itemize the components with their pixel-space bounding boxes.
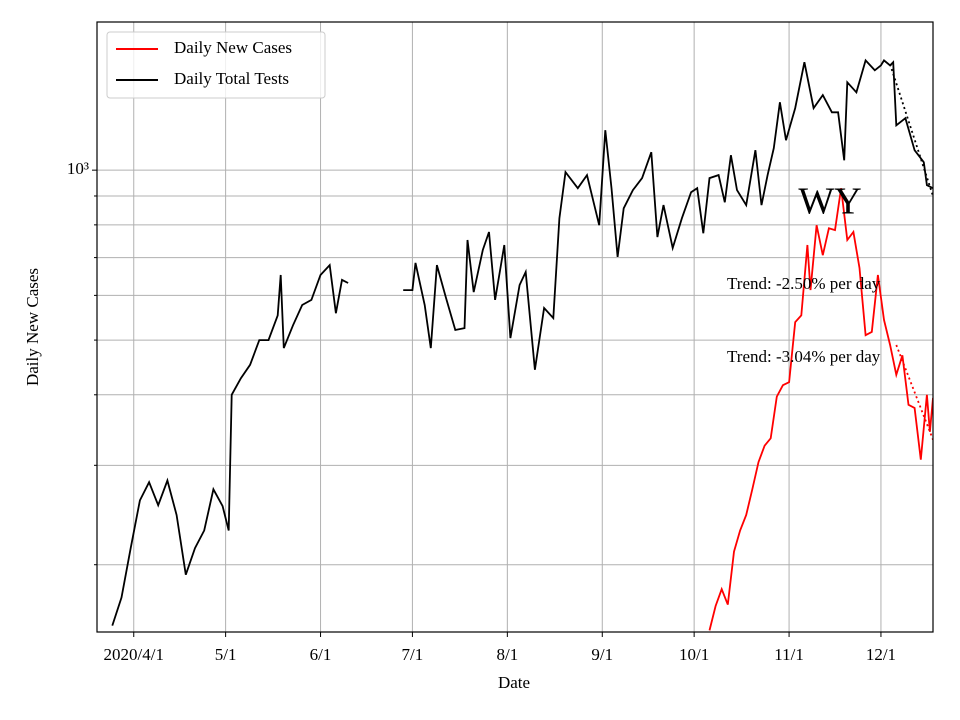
state-label: WY: [798, 181, 861, 223]
x-tick-label: 12/1: [866, 645, 896, 664]
annotation: Trend: -2.50% per day: [727, 274, 881, 293]
y-tick-label: 10³: [67, 159, 89, 178]
y-axis-label: Daily New Cases: [23, 268, 42, 386]
x-tick-label: 10/1: [679, 645, 709, 664]
x-tick-label: 11/1: [774, 645, 804, 664]
x-tick-label: 9/1: [591, 645, 613, 664]
x-tick-label: 6/1: [310, 645, 332, 664]
annotation: Trend: -3.04% per day: [727, 347, 881, 366]
x-axis-label: Date: [498, 673, 530, 692]
series-line: [111, 58, 933, 626]
x-tick-label: 7/1: [402, 645, 424, 664]
legend-label: Daily Total Tests: [174, 69, 289, 88]
x-tick-label: 2020/4/1: [104, 645, 164, 664]
series-line: [708, 188, 933, 631]
trend-line: [895, 344, 933, 441]
legend-box: [106, 31, 326, 99]
plot-frame: [96, 21, 934, 633]
trend-line: [889, 64, 933, 197]
x-tick-label: 5/1: [215, 645, 237, 664]
x-tick-label: 8/1: [496, 645, 518, 664]
legend: Daily New Cases Daily Total Tests: [106, 31, 326, 99]
legend-label: Daily New Cases: [174, 38, 292, 57]
